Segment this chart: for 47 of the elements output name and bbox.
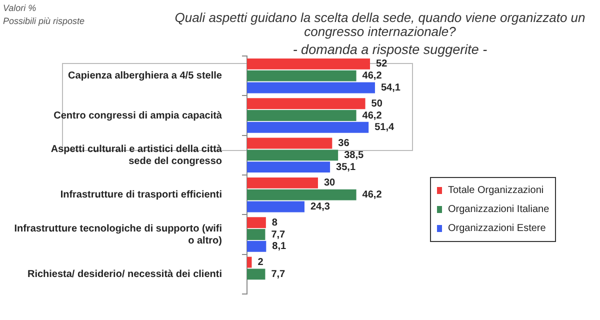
data-label: 30 <box>324 178 336 189</box>
y-tick-label: Infrastrutture di trasporti efficienti <box>60 190 222 201</box>
data-label: 2 <box>258 257 264 268</box>
text: Possibili più risposte <box>3 15 85 28</box>
y-tick-label: Richiesta/ desiderio/ necessità dei clienti <box>27 268 222 280</box>
bar <box>247 162 330 173</box>
bar <box>247 177 318 188</box>
bar <box>247 201 304 212</box>
data-label: 38,5 <box>344 150 364 161</box>
legend-label: Organizzazioni Estere <box>448 223 546 234</box>
y-tick-label: Capienza alberghiera a 4/5 stelle <box>68 70 222 82</box>
legend-label: Organizzazioni Italiane <box>448 204 550 215</box>
data-label: 8,1 <box>272 241 286 252</box>
bar <box>247 58 370 70</box>
data-label: 52 <box>376 58 388 70</box>
data-label: 54,1 <box>380 82 401 94</box>
data-label: 7,7 <box>271 268 286 280</box>
legend-label: Totale Organizzazioni <box>448 185 544 196</box>
y-tick-label: Infrastrutture tecnologiche di supporto (wifi o altro) <box>14 223 222 246</box>
bar <box>247 240 266 252</box>
data-label: 46,2 <box>362 190 382 201</box>
bar <box>247 268 266 280</box>
text: Valori % <box>3 2 38 15</box>
bar <box>247 110 356 121</box>
bar <box>247 138 332 149</box>
y-tick-label: Aspetti culturali e artistici della città sede del congresso <box>50 144 222 167</box>
bar <box>247 122 369 133</box>
data-label: 24,3 <box>310 201 330 212</box>
y-tick-label: Centro congressi di ampia capacità <box>54 110 222 122</box>
data-label: 8 <box>272 217 278 228</box>
bar <box>247 150 338 161</box>
bar <box>247 189 356 200</box>
bar <box>247 229 266 240</box>
data-label: 36 <box>338 138 350 150</box>
data-label: 46,2 <box>362 70 382 82</box>
data-label: 51,4 <box>374 122 394 134</box>
chart-title: Quali aspetti guidano la scelta della sede, quando viene organizzato un congresso internazionale? <box>174 10 586 39</box>
bar <box>247 82 375 94</box>
bar <box>247 217 266 228</box>
data-label: 46,2 <box>362 110 382 122</box>
data-label: 7,7 <box>271 229 286 240</box>
chart-subtitle: - domanda a risposte suggerite - <box>292 42 488 57</box>
data-label: 35,1 <box>336 162 356 173</box>
data-label: 50 <box>371 98 383 110</box>
bar <box>247 70 356 82</box>
bar <box>247 256 252 268</box>
bar <box>247 98 366 110</box>
